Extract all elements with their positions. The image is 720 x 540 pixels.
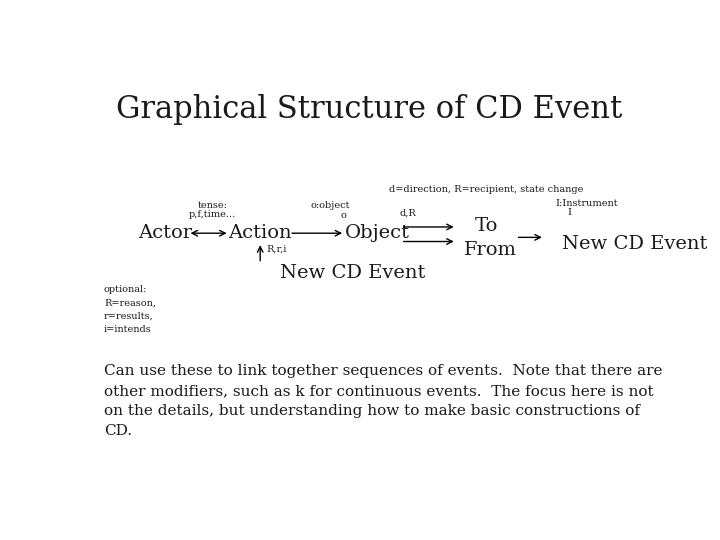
Text: I:Instrument: I:Instrument	[555, 199, 618, 208]
Text: I: I	[568, 208, 572, 218]
Text: New CD Event: New CD Event	[279, 264, 425, 282]
Text: p,f,time...: p,f,time...	[189, 210, 236, 219]
Text: Graphical Structure of CD Event: Graphical Structure of CD Event	[116, 94, 622, 125]
Text: o: o	[341, 211, 347, 220]
Text: Can use these to link together sequences of events.  Note that there are
other m: Can use these to link together sequences…	[104, 364, 662, 438]
Text: Action: Action	[228, 224, 292, 242]
Text: optional:
R=reason,
r=results,
i=intends: optional: R=reason, r=results, i=intends	[104, 285, 156, 334]
Text: From: From	[464, 241, 517, 259]
Text: Object: Object	[345, 224, 410, 242]
Text: New CD Event: New CD Event	[562, 234, 707, 253]
Text: d=direction, R=recipient, state change: d=direction, R=recipient, state change	[389, 185, 583, 194]
Text: Actor: Actor	[138, 224, 192, 242]
Text: To: To	[475, 217, 498, 235]
Text: o:object: o:object	[310, 201, 350, 210]
Text: tense:: tense:	[198, 201, 228, 210]
Text: d,R: d,R	[400, 208, 416, 218]
Text: R,r,i: R,r,i	[267, 244, 287, 253]
